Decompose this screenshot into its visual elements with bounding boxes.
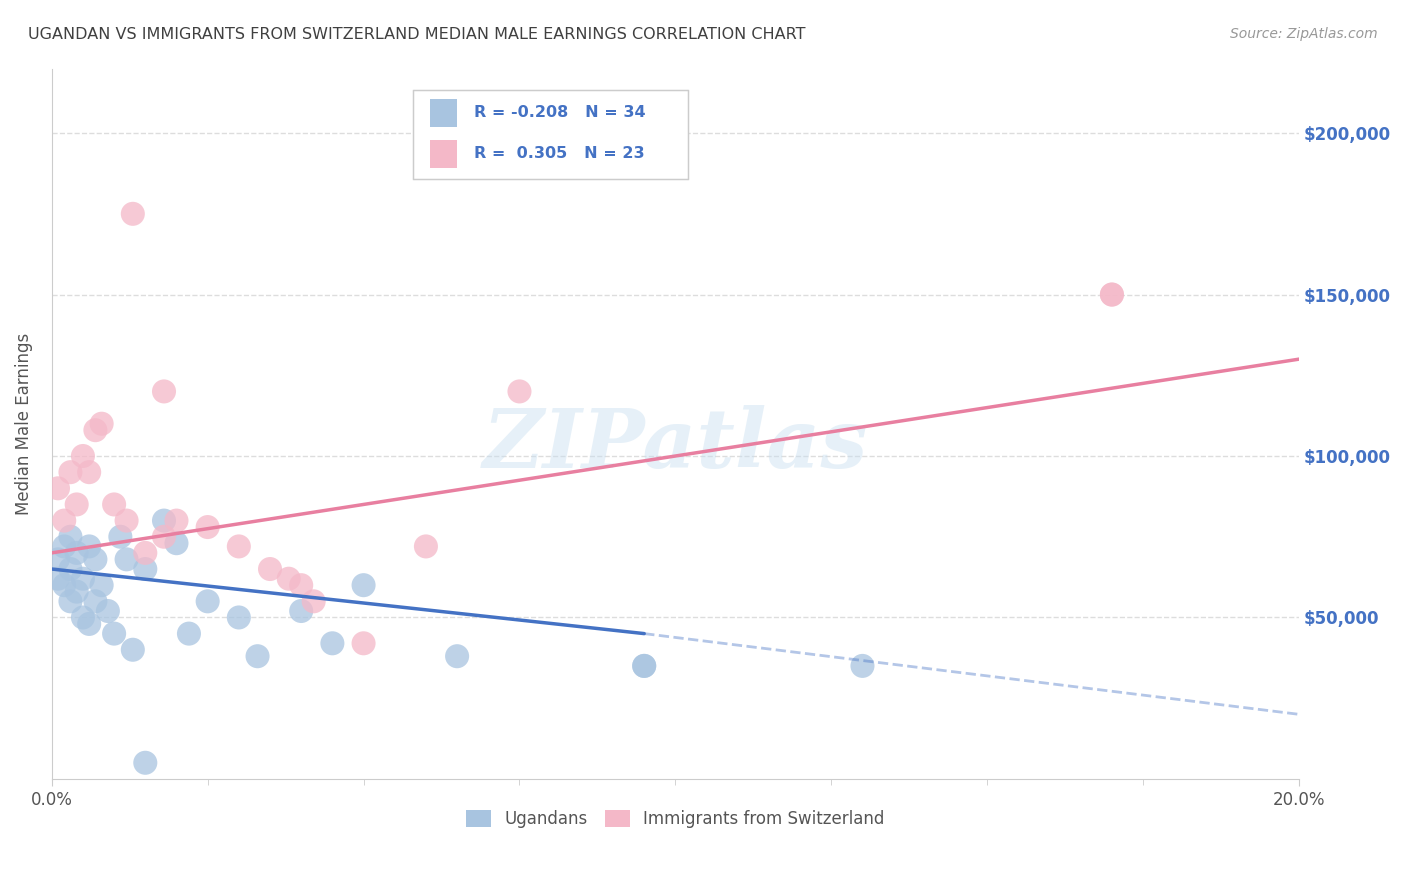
Point: [77, 616, 100, 631]
Point: [77, 540, 100, 554]
Point: [53, 514, 76, 528]
Point: [153, 530, 176, 544]
Point: [90, 417, 112, 431]
Point: [633, 659, 655, 673]
Point: [290, 578, 312, 592]
Point: [302, 594, 325, 608]
Point: [66, 584, 89, 599]
Point: [153, 384, 176, 399]
Point: [77, 465, 100, 479]
Point: [72, 572, 94, 586]
Point: [508, 384, 530, 399]
Point: [46, 572, 69, 586]
Point: [90, 578, 112, 592]
Point: [166, 514, 188, 528]
Point: [72, 449, 94, 463]
Point: [59, 594, 82, 608]
Point: [72, 610, 94, 624]
Point: [153, 514, 176, 528]
Point: [97, 604, 120, 618]
Point: [84, 594, 107, 608]
Point: [53, 578, 76, 592]
Point: [851, 659, 873, 673]
Point: [228, 540, 250, 554]
Point: [134, 756, 156, 770]
Point: [446, 649, 468, 664]
Point: [103, 626, 125, 640]
Point: [415, 540, 437, 554]
Point: [353, 578, 375, 592]
Point: [110, 530, 132, 544]
Text: ZIPatlas: ZIPatlas: [482, 405, 868, 485]
Point: [166, 536, 188, 550]
Point: [197, 594, 219, 608]
Point: [121, 642, 143, 657]
Point: [84, 552, 107, 566]
Point: [177, 626, 200, 640]
Point: [46, 552, 69, 566]
Point: [46, 481, 69, 495]
Point: [353, 636, 375, 650]
Point: [134, 546, 156, 560]
Point: [121, 207, 143, 221]
Text: UGANDAN VS IMMIGRANTS FROM SWITZERLAND MEDIAN MALE EARNINGS CORRELATION CHART: UGANDAN VS IMMIGRANTS FROM SWITZERLAND M…: [28, 27, 806, 42]
Legend: Ugandans, Immigrants from Switzerland: Ugandans, Immigrants from Switzerland: [460, 803, 891, 835]
Point: [259, 562, 281, 576]
Text: Source: ZipAtlas.com: Source: ZipAtlas.com: [1230, 27, 1378, 41]
Point: [1101, 287, 1123, 301]
Point: [59, 562, 82, 576]
Point: [1101, 287, 1123, 301]
Point: [277, 572, 299, 586]
Point: [66, 546, 89, 560]
Point: [633, 659, 655, 673]
Point: [115, 514, 138, 528]
Point: [59, 530, 82, 544]
Point: [228, 610, 250, 624]
Point: [66, 498, 89, 512]
Point: [290, 604, 312, 618]
Point: [84, 423, 107, 437]
Point: [59, 465, 82, 479]
Point: [53, 540, 76, 554]
Point: [321, 636, 343, 650]
Point: [103, 498, 125, 512]
Point: [134, 562, 156, 576]
Point: [246, 649, 269, 664]
Point: [197, 520, 219, 534]
Y-axis label: Median Male Earnings: Median Male Earnings: [15, 333, 32, 515]
Point: [115, 552, 138, 566]
